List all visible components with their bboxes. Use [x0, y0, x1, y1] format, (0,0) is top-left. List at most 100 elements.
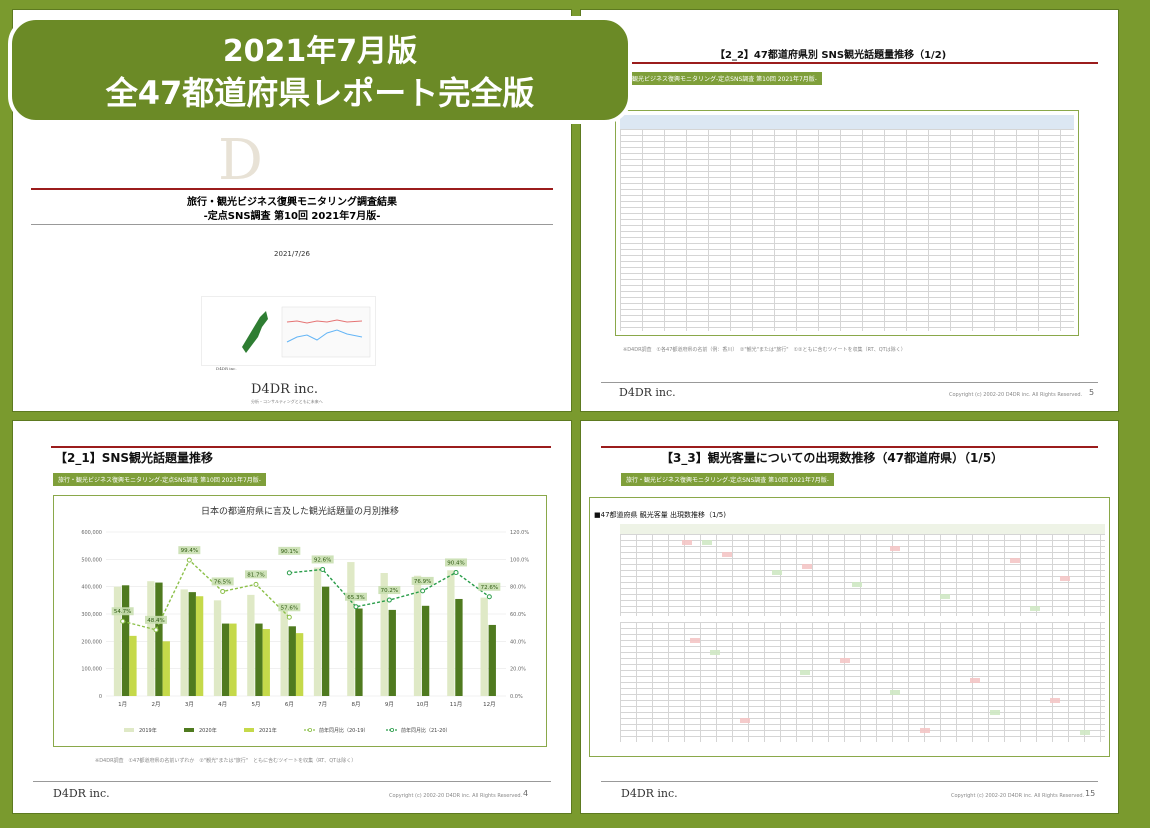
table-title: ■47都道府県 観光客量 出現数推移（1/5): [594, 511, 726, 519]
slide2-tag: 旅行・観光ビジネス復興モニタリング-定点SNS調査 第10回 2021年7月版-: [609, 72, 822, 85]
chart-title: 日本の都道府県に言及した観光話題量の月別推移: [201, 505, 399, 517]
banner-line-1: 2021年7月版: [222, 34, 418, 69]
data-label: 76.5%: [214, 579, 231, 585]
data-label: 76.9%: [414, 579, 431, 585]
slide4-page: 15: [1085, 789, 1096, 798]
data-label: 72.6%: [481, 585, 498, 591]
data-label: 70.2%: [381, 588, 398, 594]
bar-2020: [221, 623, 230, 696]
chart-frame: 日本の都道府県に言及した観光話題量の月別推移 0 100,000 200,000 300…: [53, 495, 547, 747]
bar-2019: [113, 586, 122, 696]
data-label-bg: [278, 603, 301, 612]
x-tick-label: 11月: [450, 701, 463, 708]
bar-2019: [447, 570, 455, 696]
thumb-logo: D4DR inc.: [216, 366, 237, 371]
bar-2021: [295, 633, 304, 696]
y-tick-label: 500,000: [81, 557, 102, 563]
yoy-21-20-point: [286, 570, 292, 576]
bar-2020: [355, 608, 363, 696]
legend-swatch: [184, 728, 194, 732]
legend-swatch: [389, 727, 394, 732]
data-label-bg: [111, 607, 134, 616]
legend-label: 前年同月比（20-19）: [319, 727, 369, 734]
bar-2019: [247, 594, 255, 696]
slide2-logo: D4DR inc.: [619, 386, 676, 399]
y2-tick-label: 20.0%: [510, 667, 526, 673]
bar-2021: [129, 635, 137, 696]
x-tick-label: 10月: [416, 701, 429, 708]
cover-tagline: 分析・コンサルティングとともに未来へ: [251, 399, 323, 404]
data-label: 90.4%: [447, 560, 464, 566]
yoy-20-19-point: [120, 618, 126, 624]
cover-title-2: -定点SNS調査 第10回 2021年7月版-: [203, 211, 381, 222]
slide3-copyright: Copyright (c) 2002-20 D4DR inc. All Righ…: [389, 793, 523, 799]
data-label-bg: [445, 558, 467, 567]
data-label-bg: [245, 570, 267, 579]
cover-logo: D4DR inc.: [251, 382, 318, 397]
cover-date: 2021/7/26: [274, 250, 310, 258]
table-header: [620, 115, 1074, 129]
bar-2020: [421, 605, 430, 696]
slide3-title: 【2_1】SNS観光話題量推移: [55, 451, 214, 465]
bar-2021: [262, 629, 270, 696]
slide4-title: 【3_3】観光客量についての出現数推移（47都道府県）（1/5）: [661, 451, 1004, 465]
bar-2021: [162, 641, 170, 696]
red-rule: [51, 446, 551, 448]
data-label: 54.7%: [114, 609, 131, 615]
bar-2021: [195, 596, 204, 696]
y2-tick-label: 120.0%: [510, 530, 529, 536]
bar-2019: [313, 567, 322, 696]
slide3-note: ※D4DR調査 ①47都道府県の名前いずれか ②"観光"または"旅行" ともに含…: [95, 758, 357, 764]
x-tick-label: 1月: [118, 701, 127, 708]
slide3-tag: 旅行・観光ビジネス復興モニタリング-定点SNS調査 第10回 2021年7月版-: [53, 473, 266, 486]
y-tick-label: 300,000: [81, 612, 102, 618]
slide2-title: 【2_2】47都道府県別 SNS観光話題量推移（1/2): [715, 50, 947, 61]
bar-2019: [147, 581, 155, 696]
x-tick-label: 9月: [385, 701, 394, 708]
bar-2020: [288, 626, 296, 696]
data-label: 92.6%: [314, 557, 331, 563]
legend-label: 前年同月比（21-20）: [401, 727, 451, 734]
chart-svg: 日本の都道府県に言及した観光話題量の月別推移 0 100,000 200,000 300…: [81, 505, 529, 734]
x-tick-label: 5月: [252, 701, 261, 708]
tourist-table: ■47都道府県 観光客量 出現数推移（1/5): [589, 497, 1110, 757]
y-tick-label: 0: [99, 694, 102, 700]
table-grid-lower: [620, 622, 1105, 742]
bar-2020: [488, 624, 496, 696]
x-tick-label: 2月: [152, 701, 161, 708]
data-label: 99.4%: [181, 548, 198, 554]
grey-rule: [601, 382, 1098, 383]
x-tick-label: 4月: [218, 701, 227, 708]
data-label-bg: [345, 592, 367, 601]
bar-2019: [413, 575, 422, 696]
yoy-21-20-point: [320, 566, 326, 572]
legend-label: 2020年: [199, 727, 217, 734]
yoy-20-19-point: [253, 581, 259, 587]
table-grid-upper: [620, 534, 1105, 616]
legend-label: 2019年: [139, 727, 157, 734]
data-label-bg: [278, 546, 301, 555]
bar-2019: [280, 605, 288, 696]
slide-tourist-table: 【3_3】観光客量についての出現数推移（47都道府県）（1/5） 旅行・観光ビジ…: [581, 421, 1118, 813]
data-label-bg: [311, 555, 334, 564]
prefecture-table: [615, 110, 1079, 336]
yoy-21-20-point: [453, 569, 459, 575]
yoy-21-20-point: [353, 604, 359, 610]
map-thumb-svg: [202, 297, 375, 365]
y-tick-label: 400,000: [81, 585, 102, 591]
yoy-20-19-point: [220, 588, 226, 594]
red-rule: [31, 188, 553, 190]
yoy-21-20-point: [386, 597, 392, 603]
y2-tick-label: 0.0%: [510, 694, 523, 700]
data-label: 57.6%: [281, 605, 298, 611]
bar-2020: [255, 623, 263, 696]
bar-2019: [480, 597, 488, 696]
red-rule: [601, 62, 1098, 64]
yoy-21-20-point: [420, 588, 426, 594]
bar-2020: [321, 586, 330, 696]
cover-title-1: 旅行・観光ビジネス復興モニタリング調査結果: [187, 197, 397, 208]
y2-tick-label: 80.0%: [510, 585, 526, 591]
slide-sns-chart: 【2_1】SNS観光話題量推移 旅行・観光ビジネス復興モニタリング-定点SNS調…: [13, 421, 571, 813]
bar-2019: [213, 600, 222, 696]
legend-swatch: [244, 728, 254, 732]
